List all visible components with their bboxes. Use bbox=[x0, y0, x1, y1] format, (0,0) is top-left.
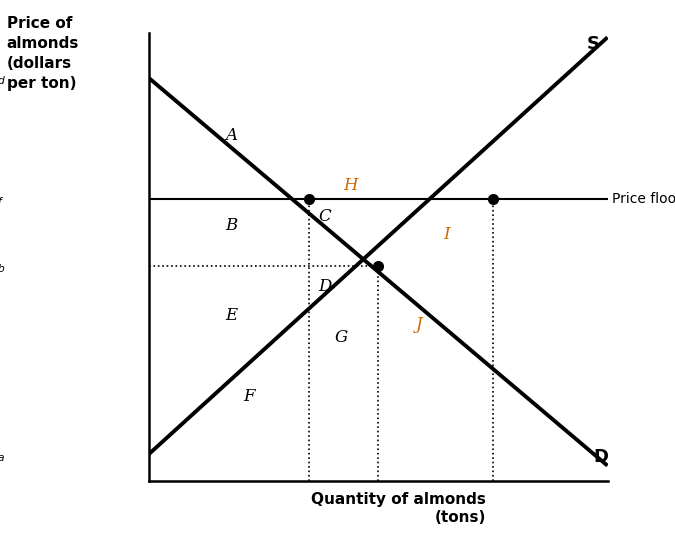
Text: Quantity of almonds
(tons): Quantity of almonds (tons) bbox=[311, 492, 486, 525]
Text: H: H bbox=[343, 177, 358, 194]
Text: $P_{a}$: $P_{a}$ bbox=[0, 445, 5, 464]
Text: C: C bbox=[319, 208, 331, 225]
Text: J: J bbox=[416, 316, 423, 333]
Text: B: B bbox=[225, 217, 237, 234]
Text: $P_{f}$: $P_{f}$ bbox=[0, 189, 4, 208]
Text: S: S bbox=[587, 35, 600, 53]
Text: Price of
almonds
(dollars
per ton): Price of almonds (dollars per ton) bbox=[7, 16, 79, 91]
Text: $P_{b}$: $P_{b}$ bbox=[0, 257, 5, 275]
Text: I: I bbox=[443, 226, 450, 243]
Text: F: F bbox=[244, 388, 255, 405]
Text: D: D bbox=[319, 278, 332, 295]
Text: $P_{d}$: $P_{d}$ bbox=[0, 68, 6, 87]
Text: G: G bbox=[335, 329, 348, 346]
Text: E: E bbox=[225, 307, 237, 324]
Text: D: D bbox=[594, 447, 609, 465]
Text: A: A bbox=[225, 127, 237, 144]
Text: Price floor: Price floor bbox=[612, 192, 675, 206]
